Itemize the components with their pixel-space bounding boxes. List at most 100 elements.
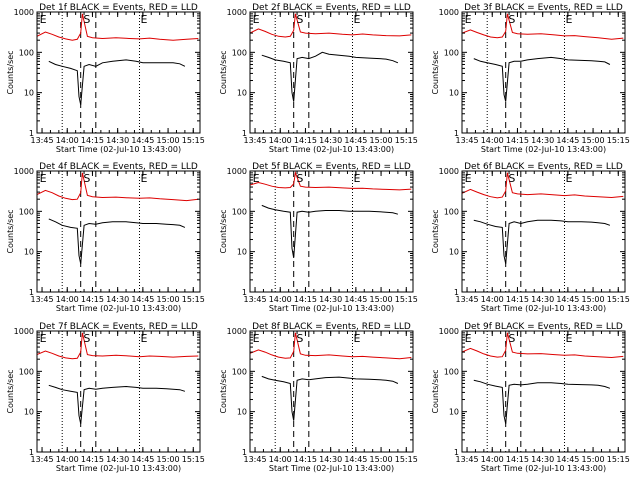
y-tick-label: 10 — [24, 248, 34, 257]
lld-series-line — [37, 13, 199, 41]
x-tick-label: 15:00 — [582, 295, 605, 304]
x-tick-label: 14:30 — [319, 295, 342, 304]
events-series-line — [261, 51, 399, 102]
y-tick-label: 1000 — [14, 327, 34, 336]
x-tick-label: 14:00 — [481, 136, 504, 145]
y-tick-label: 1000 — [439, 167, 459, 176]
y-tick-label: 10 — [24, 408, 34, 417]
x-tick-label: 13:45 — [31, 295, 54, 304]
x-tick-label: 15:15 — [607, 455, 630, 464]
x-tick-label: 13:45 — [31, 455, 54, 464]
x-tick-label: 14:00 — [56, 295, 79, 304]
event-marker-label: S — [508, 13, 515, 26]
x-tick-label: 14:30 — [531, 455, 554, 464]
event-marker-label: E — [566, 13, 573, 26]
event-marker-label: E — [354, 332, 361, 345]
y-tick-label: 10 — [449, 89, 459, 98]
y-axis-label: Counts/sec — [219, 50, 228, 94]
lld-series-line — [250, 332, 412, 360]
x-tick-label: 15:00 — [370, 295, 393, 304]
y-tick-label: 100 — [19, 48, 34, 57]
lld-series-line — [250, 171, 412, 191]
x-tick-label: 14:00 — [481, 295, 504, 304]
y-tick-label: 1 — [242, 288, 247, 297]
events-series-line — [48, 59, 186, 105]
y-tick-label: 1 — [454, 288, 459, 297]
x-tick-label: 15:15 — [395, 295, 418, 304]
axes-frame — [36, 11, 201, 134]
y-tick-label: 1000 — [14, 8, 34, 17]
x-tick-label: 14:45 — [344, 295, 367, 304]
panel-title: Det 2f BLACK = Events, RED = LLD — [252, 3, 411, 13]
x-axis-label: Start Time (02-Jul-10 13:43:00) — [56, 304, 181, 313]
y-axis-label: Counts/sec — [431, 50, 440, 94]
event-marker-label: E — [566, 172, 573, 185]
y-tick-label: 100 — [444, 48, 459, 57]
x-tick-label: 14:15 — [294, 455, 317, 464]
y-tick-label: 100 — [19, 367, 34, 376]
x-tick-label: 14:45 — [556, 136, 579, 145]
y-axis-label: Counts/sec — [219, 209, 228, 253]
y-tick-label: 1 — [29, 129, 34, 138]
x-tick-label: 15:15 — [607, 295, 630, 304]
x-tick-label: 13:45 — [456, 455, 479, 464]
event-marker-label: E — [40, 13, 47, 26]
x-tick-label: 13:45 — [456, 136, 479, 145]
event-marker-label: E — [354, 172, 361, 185]
x-tick-label: 14:15 — [294, 295, 317, 304]
event-marker-label: S — [83, 332, 90, 345]
x-tick-label: 13:45 — [244, 295, 267, 304]
x-tick-label: 14:15 — [294, 136, 317, 145]
x-tick-label: 15:00 — [157, 455, 180, 464]
y-axis-label: Counts/sec — [219, 369, 228, 413]
y-tick-label: 1 — [242, 448, 247, 457]
x-tick-label: 15:00 — [370, 136, 393, 145]
x-tick-label: 14:15 — [506, 295, 529, 304]
axes-frame — [461, 330, 626, 453]
x-tick-label: 14:00 — [56, 455, 79, 464]
x-axis-label: Start Time (02-Jul-10 13:43:00) — [481, 464, 606, 473]
x-tick-label: 13:45 — [244, 455, 267, 464]
panel-title: Det 3f BLACK = Events, RED = LLD — [464, 3, 623, 13]
event-marker-label: S — [296, 13, 303, 26]
x-tick-label: 14:15 — [506, 455, 529, 464]
events-series-line — [261, 375, 399, 421]
x-tick-label: 15:00 — [582, 455, 605, 464]
axes-frame — [249, 330, 414, 453]
panel-title: Det 7f BLACK = Events, RED = LLD — [39, 322, 198, 332]
x-tick-label: 15:15 — [395, 136, 418, 145]
lld-series-line — [462, 13, 624, 40]
event-marker-label: E — [141, 13, 148, 26]
y-tick-label: 1 — [454, 129, 459, 138]
x-tick-label: 13:45 — [31, 136, 54, 145]
events-series-line — [261, 204, 399, 258]
x-tick-label: 14:00 — [269, 455, 292, 464]
x-tick-label: 14:45 — [556, 295, 579, 304]
axes-frame — [249, 170, 414, 293]
x-tick-label: 14:45 — [131, 295, 154, 304]
event-marker-label: S — [83, 172, 90, 185]
y-tick-label: 10 — [237, 248, 247, 257]
y-tick-label: 1000 — [14, 167, 34, 176]
lld-series-line — [462, 172, 624, 199]
y-axis-label: Counts/sec — [431, 369, 440, 413]
y-tick-label: 100 — [232, 48, 247, 57]
event-marker-label: S — [508, 172, 515, 185]
y-tick-label: 100 — [444, 207, 459, 216]
panel-title: Det 9f BLACK = Events, RED = LLD — [464, 322, 623, 332]
x-tick-label: 15:15 — [607, 136, 630, 145]
event-marker-label: E — [465, 13, 472, 26]
event-marker-label: E — [141, 172, 148, 185]
x-axis-label: Start Time (02-Jul-10 13:43:00) — [481, 145, 606, 154]
x-tick-label: 14:30 — [531, 136, 554, 145]
x-axis-label: Start Time (02-Jul-10 13:43:00) — [56, 464, 181, 473]
y-axis-label: Counts/sec — [6, 369, 15, 413]
y-tick-label: 100 — [232, 367, 247, 376]
y-tick-label: 1000 — [439, 327, 459, 336]
y-tick-label: 1 — [454, 448, 459, 457]
